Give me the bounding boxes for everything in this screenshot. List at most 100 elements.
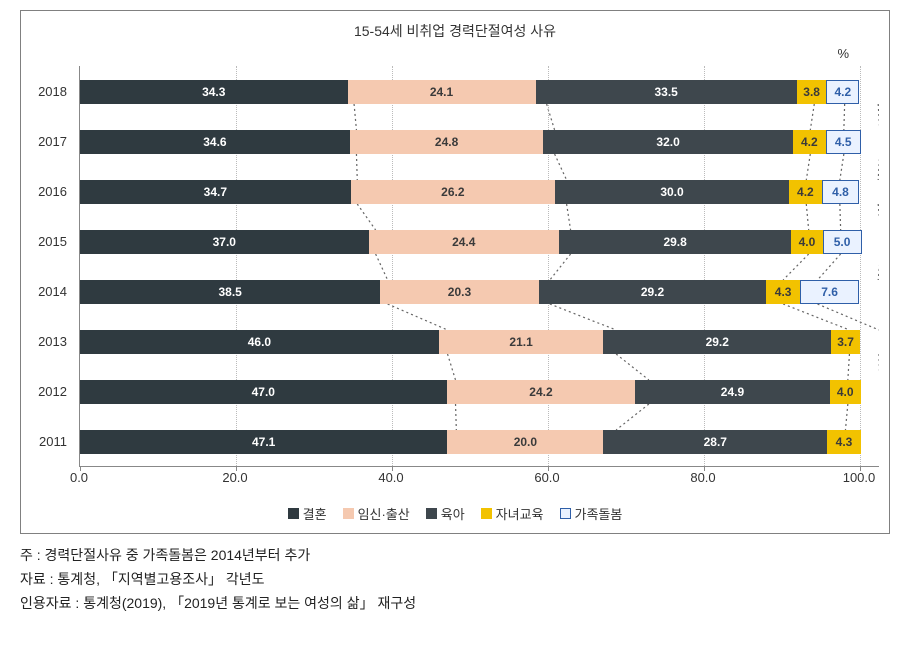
grid-line: [236, 66, 237, 466]
bar-value-label: 4.8: [832, 185, 849, 199]
x-axis-label: 100.0: [843, 470, 876, 485]
legend-label: 가족돌봄: [575, 504, 623, 523]
bar-value-label: 47.1: [252, 435, 275, 449]
bar-segment-pregnancy: 20.0: [447, 430, 603, 454]
y-axis-label: 2018: [38, 84, 73, 99]
bar-segment-childcare: 29.2: [539, 280, 767, 304]
bar-segment-marriage: 38.5: [80, 280, 380, 304]
bar-segment-childcare: 30.0: [555, 180, 789, 204]
bar-segment-education: 3.7: [831, 330, 860, 354]
grid-line: [548, 66, 549, 466]
legend-label: 자녀교육: [496, 504, 544, 523]
bar-segment-education: 4.0: [830, 380, 861, 404]
legend-swatch: [426, 508, 437, 519]
grid-line: [860, 66, 861, 466]
footnote-note: 주 : 경력단절사유 중 가족돌봄은 2014년부터 추가: [20, 544, 895, 568]
bar-segment-pregnancy: 24.2: [447, 380, 636, 404]
bar-segment-education: 4.2: [793, 130, 826, 154]
bar-value-label: 4.2: [797, 185, 814, 199]
bar-segment-family: 4.8: [822, 180, 859, 204]
bar-segment-pregnancy: 21.1: [439, 330, 604, 354]
legend-item-pregnancy: 임신·출산: [343, 504, 410, 523]
x-axis-label: 20.0: [222, 470, 247, 485]
bar-value-label: 34.6: [203, 135, 226, 149]
legend-label: 결혼: [303, 504, 327, 523]
bar-value-label: 37.0: [213, 235, 236, 249]
bar-value-label: 24.1: [430, 85, 453, 99]
bar-segment-education: 4.3: [827, 430, 861, 454]
plot-area: 20182017201620152014201320122011 34.324.…: [31, 66, 879, 466]
y-axis-label: 2016: [38, 184, 73, 199]
bar-segment-childcare: 33.5: [536, 80, 797, 104]
legend-swatch: [288, 508, 299, 519]
bar-value-label: 3.7: [837, 335, 854, 349]
bar-segment-marriage: 37.0: [80, 230, 369, 254]
x-axis-label: 60.0: [534, 470, 559, 485]
legend: 결혼 임신·출산 육아 자녀교육 가족돌봄: [31, 504, 879, 523]
bar-segment-marriage: 34.3: [80, 80, 348, 104]
bar-segment-childcare: 32.0: [543, 130, 793, 154]
bar-value-label: 47.0: [252, 385, 275, 399]
bar-segment-pregnancy: 26.2: [351, 180, 555, 204]
y-axis-label: 2015: [38, 234, 73, 249]
bar-value-label: 28.7: [704, 435, 727, 449]
footnotes: 주 : 경력단절사유 중 가족돌봄은 2014년부터 추가 자료 : 통계청, …: [20, 544, 895, 615]
bar-segment-childcare: 29.8: [559, 230, 791, 254]
bar-row: 47.1 20.0 28.7 4.3: [80, 430, 861, 454]
chart-frame: 15-54세 비취업 경력단절여성 사유 % 20182017201620152…: [20, 10, 890, 534]
bar-segment-childcare: 24.9: [635, 380, 829, 404]
bar-segment-education: 4.3: [766, 280, 800, 304]
bar-value-label: 4.5: [835, 135, 852, 149]
legend-item-education: 자녀교육: [481, 504, 544, 523]
connector-lines: [80, 66, 879, 466]
bar-value-label: 33.5: [654, 85, 677, 99]
bar-value-label: 20.3: [448, 285, 471, 299]
legend-swatch: [560, 508, 571, 519]
grid-line: [392, 66, 393, 466]
bar-segment-pregnancy: 24.8: [350, 130, 543, 154]
bar-row: 47.0 24.2 24.9 4.0: [80, 380, 861, 404]
bar-value-label: 4.0: [799, 235, 816, 249]
bar-row: 46.0 21.1 29.2 3.7: [80, 330, 860, 354]
bar-value-label: 4.2: [834, 85, 851, 99]
bar-value-label: 29.2: [641, 285, 664, 299]
bar-value-label: 30.0: [660, 185, 683, 199]
bars-region: 34.3 24.1 33.5 3.8 4.2 34.6 24.8 32.0 4.2 4.5 34.7…: [79, 66, 879, 467]
bar-row: 37.024.429.84.05.0: [80, 230, 862, 254]
bar-segment-family: 7.6: [800, 280, 859, 304]
legend-swatch: [343, 508, 354, 519]
bar-segment-childcare: 29.2: [603, 330, 831, 354]
bar-value-label: 29.8: [663, 235, 686, 249]
legend-label: 육아: [441, 504, 465, 523]
bar-value-label: 21.1: [509, 335, 532, 349]
chart-unit: %: [31, 46, 879, 61]
bar-value-label: 34.3: [202, 85, 225, 99]
legend-swatch: [481, 508, 492, 519]
bar-segment-childcare: 28.7: [603, 430, 827, 454]
bar-segment-marriage: 46.0: [80, 330, 439, 354]
bar-value-label: 38.5: [218, 285, 241, 299]
bar-segment-pregnancy: 24.4: [369, 230, 559, 254]
grid-line: [704, 66, 705, 466]
bar-row: 34.3 24.1 33.5 3.8 4.2: [80, 80, 859, 104]
bar-value-label: 4.0: [837, 385, 854, 399]
x-axis-label: 80.0: [690, 470, 715, 485]
bar-value-label: 24.9: [721, 385, 744, 399]
x-axis-label: 40.0: [378, 470, 403, 485]
bar-segment-marriage: 34.6: [80, 130, 350, 154]
bar-value-label: 3.8: [803, 85, 820, 99]
bar-value-label: 4.2: [801, 135, 818, 149]
footnote-source: 자료 : 통계청, 「지역별고용조사」 각년도: [20, 568, 895, 592]
bar-segment-education: 4.2: [789, 180, 822, 204]
y-axis: 20182017201620152014201320122011: [31, 66, 79, 466]
bar-segment-family: 4.2: [826, 80, 859, 104]
bar-value-label: 24.8: [435, 135, 458, 149]
bar-value-label: 34.7: [204, 185, 227, 199]
bar-value-label: 24.4: [452, 235, 475, 249]
bar-value-label: 4.3: [836, 435, 853, 449]
y-axis-label: 2012: [38, 384, 73, 399]
legend-item-childcare: 육아: [426, 504, 465, 523]
bar-value-label: 4.3: [775, 285, 792, 299]
y-axis-label: 2017: [38, 134, 73, 149]
bar-value-label: 32.0: [656, 135, 679, 149]
